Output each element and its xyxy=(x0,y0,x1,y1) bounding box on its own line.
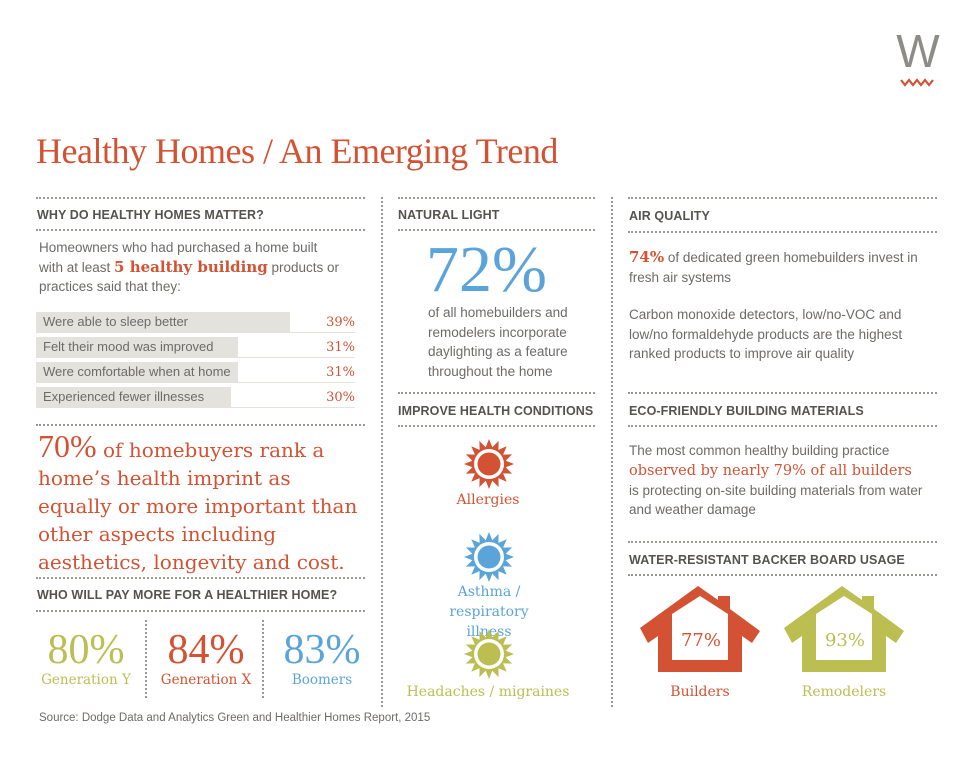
divider xyxy=(628,574,937,576)
condition-label: Allergies xyxy=(456,492,520,508)
section-heading: ECO-FRIENDLY BUILDING MATERIALS xyxy=(629,404,864,418)
stat-pct: 84% xyxy=(167,627,245,673)
house-label: Builders xyxy=(670,684,730,700)
house-pct: 93% xyxy=(824,630,865,651)
divider xyxy=(262,620,264,698)
bar: Were able to sleep better xyxy=(36,312,290,332)
light-pct: 72% xyxy=(426,233,547,306)
section-heading: WHY DO HEALTHY HOMES MATTER? xyxy=(37,208,264,222)
air-text-2: Carbon monoxide detectors, low/no-VOC an… xyxy=(629,307,903,361)
house-label: Remodelers xyxy=(801,684,887,700)
condition-label: Headaches / migraines xyxy=(406,684,570,700)
logo: W xyxy=(893,28,943,92)
divider xyxy=(398,425,595,427)
stat-pct: 80% xyxy=(47,627,125,673)
divider xyxy=(628,392,937,394)
bar-baseline xyxy=(36,332,355,333)
divider xyxy=(145,620,147,698)
house-icon xyxy=(640,586,760,672)
stat-label: Generation X xyxy=(160,672,252,688)
divider xyxy=(398,197,595,199)
house-pct: 77% xyxy=(680,630,721,651)
generation-stat: 84% Generation X xyxy=(156,628,256,688)
logo-letter: W xyxy=(896,25,940,77)
sun-icon xyxy=(463,531,515,588)
why-intro: Homeowners who had purchased a home buil… xyxy=(39,240,340,294)
bar-baseline xyxy=(36,407,355,408)
stat-label: Boomers xyxy=(291,672,353,688)
highlight: 5 healthy building xyxy=(114,257,268,276)
divider xyxy=(36,197,365,199)
divider xyxy=(36,577,365,579)
column-divider xyxy=(611,197,613,707)
light-text: of all homebuilders and remodelers incor… xyxy=(428,305,568,379)
bar-value-label: 30% xyxy=(326,390,355,405)
generation-stat: 80% Generation Y xyxy=(36,628,136,688)
bar-value-label: 31% xyxy=(326,365,355,380)
divider xyxy=(628,197,937,199)
divider xyxy=(36,610,365,612)
divider xyxy=(398,392,595,394)
eco-text: The most common healthy building practic… xyxy=(629,443,923,517)
air-text: 74% of dedicated green homebuilders inve… xyxy=(629,248,918,285)
bar-baseline xyxy=(36,357,355,358)
stat-label: Generation Y xyxy=(41,672,131,688)
generation-stat: 83% Boomers xyxy=(272,628,372,688)
bar-baseline xyxy=(36,382,355,383)
sun-icon xyxy=(463,438,515,495)
section-heading: WATER-RESISTANT BACKER BOARD USAGE xyxy=(629,553,905,567)
divider xyxy=(628,425,937,427)
divider xyxy=(628,231,937,233)
bar-value-label: 31% xyxy=(326,340,355,355)
divider xyxy=(398,229,595,231)
wave-icon xyxy=(900,78,934,87)
bar: Felt their mood was improved xyxy=(36,337,238,357)
bar: Were comfortable when at home xyxy=(36,362,238,382)
sun-icon xyxy=(463,628,515,685)
bar: Experienced fewer illnesses xyxy=(36,387,231,407)
section-heading: WHO WILL PAY MORE FOR A HEALTHIER HOME? xyxy=(37,588,338,602)
bar-value-label: 39% xyxy=(326,315,355,330)
divider xyxy=(36,424,365,426)
page-title: Healthy Homes / An Emerging Trend xyxy=(36,131,558,171)
house-icon xyxy=(784,586,904,672)
section-heading: IMPROVE HEALTH CONDITIONS xyxy=(398,404,594,418)
stat-pct: 83% xyxy=(283,627,361,673)
section-heading: NATURAL LIGHT xyxy=(398,208,500,222)
divider xyxy=(36,229,365,231)
column-divider xyxy=(381,197,383,707)
source-note: Source: Dodge Data and Analytics Green a… xyxy=(39,712,431,724)
section-heading: AIR QUALITY xyxy=(629,209,710,223)
divider xyxy=(628,541,937,543)
rank-statement: 70% of homebuyers rank a home’s health i… xyxy=(38,428,358,574)
